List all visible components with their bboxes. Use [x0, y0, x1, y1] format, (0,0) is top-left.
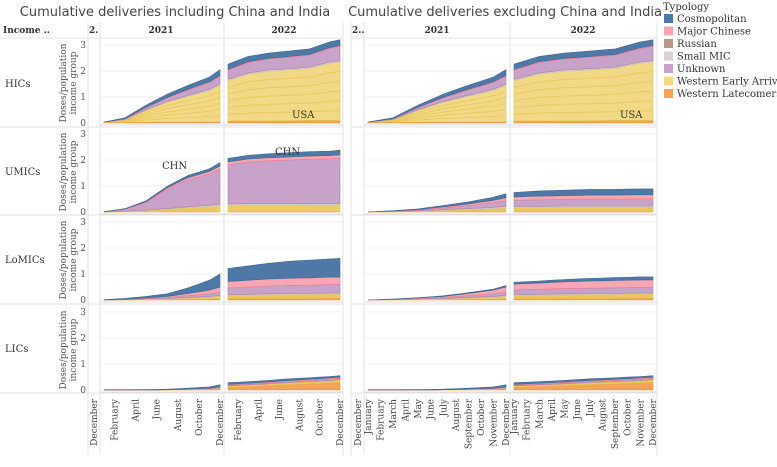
legend-item-label: Western Early Arrivers — [677, 77, 777, 88]
x-tick-label: July — [439, 398, 449, 417]
x-tick-label: June — [275, 399, 285, 421]
x-tick-label: October — [316, 398, 326, 436]
right-2022-header: 2022 — [570, 26, 595, 36]
right-prev-year-header: 2.. — [352, 26, 365, 36]
x-tick-label: February — [523, 398, 533, 441]
x-tick-label: July — [586, 398, 596, 417]
y-tick-label: 0 — [80, 119, 86, 129]
legend-swatch — [664, 64, 673, 73]
right-2021-header: 2021 — [424, 26, 449, 36]
legend-item-label: Major Chinese — [677, 27, 751, 38]
y-tick-label: 1 — [80, 270, 86, 280]
right-panel-title: Cumulative deliveries excluding China an… — [348, 5, 662, 20]
x-tick-label: June — [573, 399, 583, 421]
x-tick-label: April — [255, 399, 265, 422]
legend-item-label: Western Latecomers — [677, 89, 777, 100]
x-tick-label: May — [414, 398, 424, 419]
x-tick-label: April — [548, 399, 558, 422]
y-tick-label: 1 — [80, 182, 86, 192]
y-axis-title: income group — [69, 318, 79, 381]
y-axis-title: Doses/population — [59, 220, 69, 299]
x-tick-label: March — [389, 399, 399, 429]
annotation-chn-2022: CHN — [275, 147, 300, 158]
x-tick-label: November — [489, 398, 499, 446]
left-2022-header: 2022 — [271, 26, 296, 36]
legend-swatch — [664, 89, 673, 98]
legend-item-label: Small MIC — [677, 52, 731, 63]
legend-item-label: Unknown — [677, 64, 726, 75]
y-tick-label: 0 — [80, 386, 86, 396]
y-tick-label: 0 — [80, 296, 86, 306]
row-label-hics: HICs — [5, 79, 30, 90]
y-axis-title: income group — [69, 51, 79, 114]
left-prev-year-header: 2. — [89, 26, 98, 36]
row-label-umics: UMICs — [5, 167, 40, 178]
left-panel-title: Cumulative deliveries including China an… — [20, 5, 330, 20]
x-tick-label: November — [636, 398, 646, 446]
annotation-usa-left: USA — [292, 110, 315, 121]
x-tick-label: August — [295, 399, 305, 432]
legend-swatch — [664, 39, 673, 48]
y-tick-label: 2 — [80, 334, 86, 344]
legend-swatch — [664, 77, 673, 86]
legend-swatch — [664, 52, 673, 61]
y-tick-label: 3 — [80, 218, 86, 228]
x-tick-label: August — [598, 399, 608, 432]
y-tick-label: 2 — [80, 156, 86, 166]
x-tick-label: April — [402, 399, 412, 422]
y-tick-label: 0 — [80, 208, 86, 218]
row-header-label: Income .. — [3, 26, 50, 36]
y-tick-label: 1 — [80, 360, 86, 370]
y-axis-title: Doses/population — [59, 310, 69, 389]
y-axis-title: Doses/population — [59, 43, 69, 122]
x-tick-label: February — [234, 398, 244, 441]
y-tick-label: 2 — [80, 67, 86, 77]
y-axis-title: Doses/population — [59, 132, 69, 211]
left-2021-header: 2021 — [148, 26, 173, 36]
x-tick-label: September — [611, 398, 621, 449]
annotation-chn-2021: CHN — [162, 161, 187, 172]
y-tick-label: 3 — [80, 130, 86, 140]
legend-swatch — [664, 14, 673, 23]
y-axis-title: income group — [69, 140, 79, 203]
x-tick-label: February — [111, 398, 121, 441]
legend-title: Typology — [663, 2, 709, 13]
x-tick-label: October — [195, 398, 205, 436]
x-tick-label: January — [510, 398, 520, 435]
x-tick-label: January — [364, 398, 374, 435]
x-tick-label: June — [153, 399, 163, 421]
legend: Typology Cosmopolitan Major ChineseRussia… — [663, 2, 777, 100]
y-axis-title: income group — [69, 228, 79, 291]
y-tick-label: 3 — [80, 41, 86, 51]
row-label-lics: LICs — [5, 344, 28, 355]
legend-swatch — [664, 27, 673, 36]
row-labels: HICs UMICs LoMICs LICs — [5, 79, 45, 355]
y-tick-label: 3 — [80, 308, 86, 318]
x-tick-label: August — [174, 399, 184, 432]
x-tick-label: August — [452, 399, 462, 432]
x-tick-label: December — [649, 398, 659, 446]
area-unknown — [228, 158, 340, 204]
x-tick-label: October — [624, 398, 634, 436]
annotation-usa-right: USA — [620, 110, 643, 121]
x-axis-labels: February April June August October December Fe… — [90, 398, 659, 449]
legend-item-label: Cosmopolitan — [677, 14, 747, 25]
x-tick-label: September — [464, 398, 474, 449]
x-tick-label: May — [561, 398, 571, 419]
y-tick-label: 1 — [80, 93, 86, 103]
x-tick-label: February — [377, 398, 387, 441]
x-tick-label: June — [427, 399, 437, 421]
x-tick-label: December — [354, 398, 364, 446]
x-tick-label: October — [477, 398, 487, 436]
legend-item-label: Russian — [677, 39, 717, 50]
y-tick-label: 2 — [80, 244, 86, 254]
row-label-lomics: LoMICs — [5, 255, 45, 266]
x-tick-label: December — [216, 398, 226, 446]
x-tick-label: March — [535, 399, 545, 429]
x-tick-label: December — [336, 398, 346, 446]
x-tick-label: April — [132, 399, 142, 422]
x-tick-label: December — [90, 398, 100, 446]
